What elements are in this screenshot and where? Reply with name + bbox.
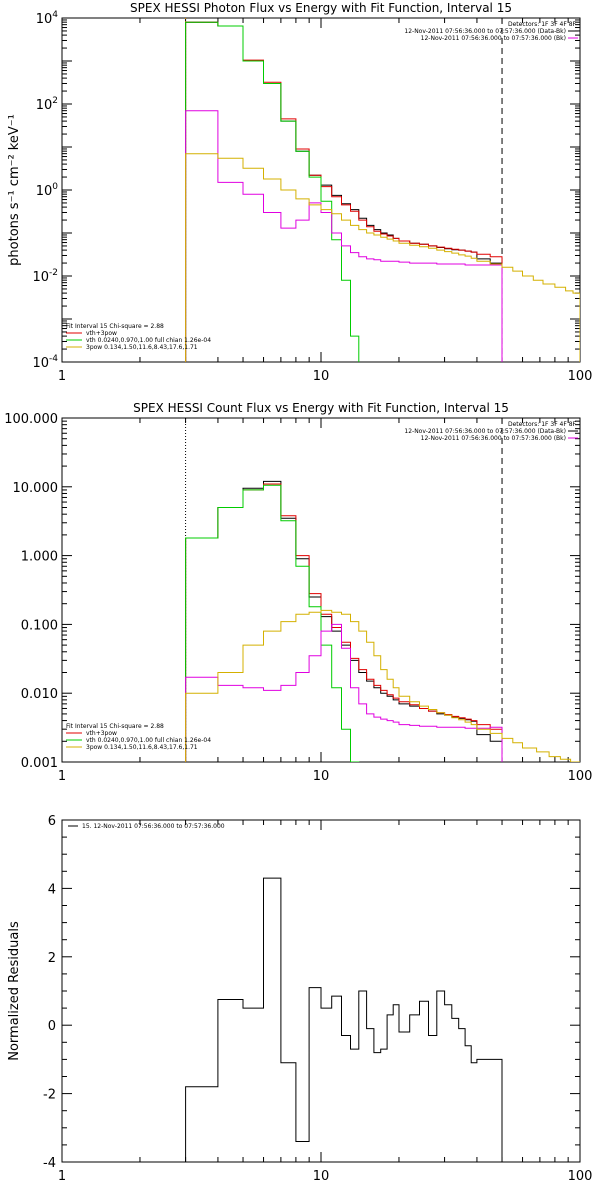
x-tick-label: 1 (58, 1169, 66, 1184)
legend-entry: 15. 12-Nov-2011 07:56:36.000 to 07:57:36… (82, 823, 225, 830)
series-line-1 (185, 21, 503, 362)
legend-header: Detectors: 1F 3F 4F 8F (508, 21, 577, 28)
y-tick-label: -2 (43, 1088, 56, 1103)
y-tick-label: -4 (43, 1156, 56, 1171)
y-tick-label: 0.100 (21, 618, 58, 633)
series-line-5 (185, 609, 580, 762)
series-line-1 (185, 480, 503, 762)
x-tick-label: 100 (568, 369, 593, 384)
fit-legend-header: Fit Interval 15 Chi-square = 2.88 (66, 323, 164, 330)
y-tick-label: 0.001 (21, 756, 58, 771)
series-line-2 (185, 483, 503, 762)
series-line-4 (185, 623, 503, 762)
y-tick-label: 10-4 (32, 354, 58, 371)
series-group (185, 21, 580, 362)
fit-legend-header: Fit Interval 15 Chi-square = 2.88 (66, 723, 164, 730)
legend-header: Detectors: 1F 3F 4F 8F (508, 421, 577, 428)
chart-title: SPEX HESSI Photon Flux vs Energy with Fi… (130, 1, 512, 15)
y-tick-label: 0 (48, 1019, 56, 1034)
chart-title: SPEX HESSI Count Flux vs Energy with Fit… (133, 401, 509, 415)
legend-entry: 12-Nov-2011 07:56:36.000 to 07:57:36.000… (404, 28, 566, 35)
y-tick-label: 10-2 (32, 268, 58, 285)
fit-legend-entry: vth 0.0240,0.970,1.00 full chian 1.26e-0… (86, 737, 211, 744)
y-axis-label: photons s⁻¹ cm⁻² keV⁻¹ (7, 114, 22, 266)
legend-entry: 12-Nov-2011 07:56:36.000 to 07:57:36.000… (404, 428, 566, 435)
y-tick-label: 100 (36, 182, 59, 199)
series-line-3 (185, 21, 368, 362)
legend-entry: 12-Nov-2011 07:56:36.000 to 07:57:36.000… (421, 435, 566, 442)
y-tick-label: 102 (36, 96, 58, 113)
chart-panel-1: SPEX HESSI Photon Flux vs Energy with Fi… (7, 1, 592, 384)
y-tick-label: 1.000 (21, 550, 58, 565)
series-line-4 (185, 110, 503, 362)
y-tick-label: 104 (36, 10, 59, 27)
fit-legend-entry: vth+3pow (86, 730, 117, 737)
y-tick-label: 0.010 (21, 687, 58, 702)
series-group (185, 480, 580, 762)
legend-entry: 12-Nov-2011 07:56:36.000 to 07:57:36.000… (421, 35, 566, 42)
y-tick-label: 2 (48, 951, 56, 966)
fit-legend-entry: 3pow 0.134,1.50,11.6,8.43,17.6,1.71 (86, 344, 198, 351)
x-tick-label: 100 (568, 1169, 593, 1184)
x-tick-label: 10 (313, 369, 330, 384)
fit-legend-entry: 3pow 0.134,1.50,11.6,8.43,17.6,1.71 (86, 744, 198, 751)
y-axis-label: Normalized Residuals (7, 921, 22, 1061)
x-tick-label: 10 (313, 1169, 330, 1184)
chart-panel-2: SPEX HESSI Count Flux vs Energy with Fit… (4, 401, 593, 784)
series-line-2 (185, 21, 503, 362)
series-line-3 (185, 484, 368, 762)
y-tick-label: 10.000 (13, 481, 59, 496)
series-line-5 (185, 153, 580, 362)
x-tick-label: 100 (568, 769, 593, 784)
fit-legend-entry: vth 0.0240,0.970,1.00 full chian 1.26e-0… (86, 337, 211, 344)
y-tick-label: 100.000 (4, 412, 58, 427)
chart-panel-3: 1 10 100 -4 -2 0 2 4 6 Normalized Residuals 15. 12… (7, 814, 592, 1184)
series-group (185, 877, 503, 1162)
series-line-1 (185, 877, 503, 1162)
x-tick-label: 10 (313, 769, 330, 784)
fit-legend-entry: vth+3pow (86, 330, 117, 337)
x-tick-label: 1 (58, 369, 66, 384)
y-tick-label: 6 (48, 814, 56, 829)
y-tick-label: 4 (48, 882, 56, 897)
x-tick-label: 1 (58, 769, 66, 784)
